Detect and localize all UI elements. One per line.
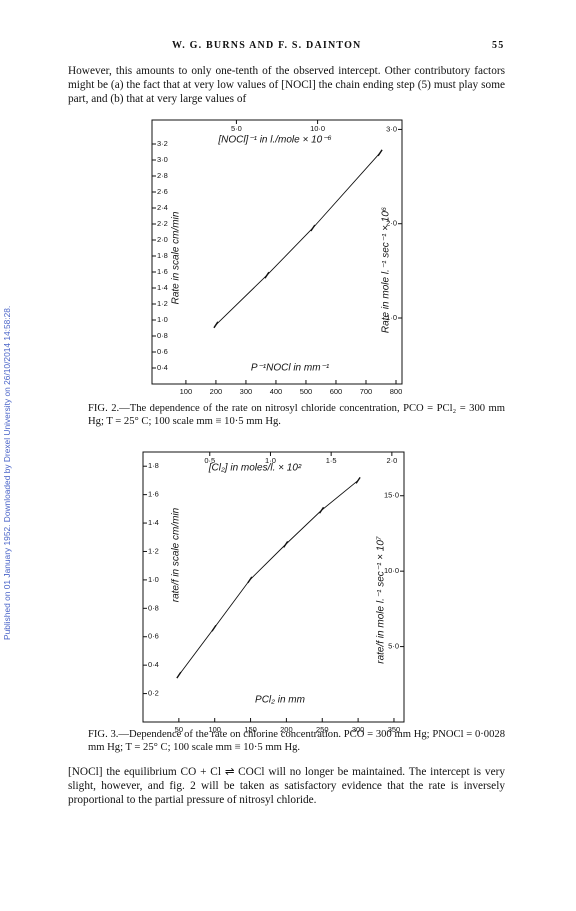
x-tick-label: 500 — [300, 387, 313, 396]
data-point — [283, 540, 289, 548]
y2-tick-label: 1·0 — [386, 313, 397, 322]
y-tick-label: 1·6 — [157, 267, 168, 276]
y-tick-label: 0·4 — [148, 660, 159, 669]
y-tick-label: 0·6 — [157, 347, 168, 356]
y-tick-label: 1·8 — [157, 251, 168, 260]
x-tick-label: 400 — [270, 387, 283, 396]
plot-frame — [151, 119, 403, 385]
x-tick-label: 200 — [280, 725, 293, 734]
axis-title: rate/f in scale cm/min — [171, 507, 182, 602]
y-tick-label: 2·2 — [157, 219, 168, 228]
x2-tick-label: 5·0 — [231, 124, 242, 133]
figure-caption: FIG. 3.—Dependence of the rate on chlori… — [88, 729, 505, 753]
paragraph: [NOCl] the equilibrium CO + Cl ⇌ COCl wi… — [68, 766, 505, 806]
x-tick-label: 100 — [208, 725, 221, 734]
y-tick-label: 0·8 — [157, 331, 168, 340]
page-number: 55 — [492, 40, 505, 51]
running-head: W. G. BURNS AND F. S. DAINTON — [172, 40, 362, 51]
y2-tick-label: 3·0 — [386, 124, 397, 133]
axis-title: [Cl₂] in moles/l. × 10² — [208, 463, 302, 474]
y-tick-label: 1·2 — [157, 299, 168, 308]
y-tick-label: 0·4 — [157, 363, 168, 372]
data-point — [211, 624, 217, 632]
data-point — [176, 671, 182, 679]
x2-tick-label: 1·5 — [326, 456, 337, 465]
data-point — [377, 149, 383, 157]
axis-title: rate/f in mole l.⁻¹ sec⁻¹ × 10⁷ — [376, 536, 387, 664]
axis-title: Rate in scale cm/min — [171, 211, 182, 304]
x-tick-label: 600 — [330, 387, 343, 396]
data-line — [215, 152, 381, 326]
axis-title: Rate in mole l.⁻¹ sec⁻¹ × 10⁶ — [381, 207, 392, 333]
y2-tick-label: 2·0 — [386, 219, 397, 228]
x-tick-label: 200 — [210, 387, 223, 396]
y-tick-label: 1·6 — [148, 490, 159, 499]
data-point — [310, 224, 316, 232]
y2-tick-label: 10·0 — [384, 566, 399, 575]
y-tick-label: 2·0 — [157, 235, 168, 244]
y-tick-label: 2·4 — [157, 203, 168, 212]
y-tick-label: 1·2 — [148, 546, 159, 555]
paragraph: However, this amounts to only one-tenth … — [68, 65, 505, 105]
x2-tick-label: 10·0 — [310, 124, 325, 133]
y-tick-label: 2·8 — [157, 171, 168, 180]
plot-frame — [142, 451, 405, 723]
y-tick-label: 2·6 — [157, 187, 168, 196]
x-tick-label: 250 — [316, 725, 329, 734]
y-tick-label: 0·8 — [148, 603, 159, 612]
x2-tick-label: 0·5 — [204, 456, 215, 465]
data-point — [213, 321, 219, 329]
x-tick-label: 50 — [175, 725, 183, 734]
data-point — [247, 576, 253, 584]
x-tick-label: 800 — [390, 387, 403, 396]
y-tick-label: 1·4 — [148, 518, 159, 527]
y-tick-label: 3·0 — [157, 155, 168, 164]
data-point — [318, 506, 325, 514]
y2-tick-label: 5·0 — [388, 642, 399, 651]
y-tick-label: 1·4 — [157, 283, 168, 292]
y-tick-label: 1·0 — [148, 575, 159, 584]
data-point — [355, 477, 361, 484]
y-tick-label: 1·8 — [148, 461, 159, 470]
y-tick-label: 1·0 — [157, 315, 168, 324]
y-tick-label: 0·6 — [148, 632, 159, 641]
x-tick-label: 350 — [388, 725, 401, 734]
x-tick-label: 100 — [180, 387, 193, 396]
data-point — [264, 271, 270, 279]
data-line — [178, 480, 359, 676]
y-tick-label: 3·2 — [157, 139, 168, 148]
x-tick-label: 300 — [352, 725, 365, 734]
y2-tick-label: 15·0 — [384, 491, 399, 500]
axis-title: PCl₂ in mm — [255, 695, 305, 706]
x-tick-label: 700 — [360, 387, 373, 396]
y-tick-label: 0·2 — [148, 689, 159, 698]
x-tick-label: 150 — [244, 725, 257, 734]
axis-title: [NOCl]⁻¹ in l./mole × 10⁻⁶ — [217, 135, 331, 146]
axis-title: P⁻¹NOCl in mm⁻¹ — [251, 363, 330, 374]
figure-caption: FIG. 2.—The dependence of the rate on ni… — [88, 403, 505, 427]
x2-tick-label: 2·0 — [386, 456, 397, 465]
x-tick-label: 300 — [240, 387, 253, 396]
x2-tick-label: 1·0 — [265, 456, 276, 465]
